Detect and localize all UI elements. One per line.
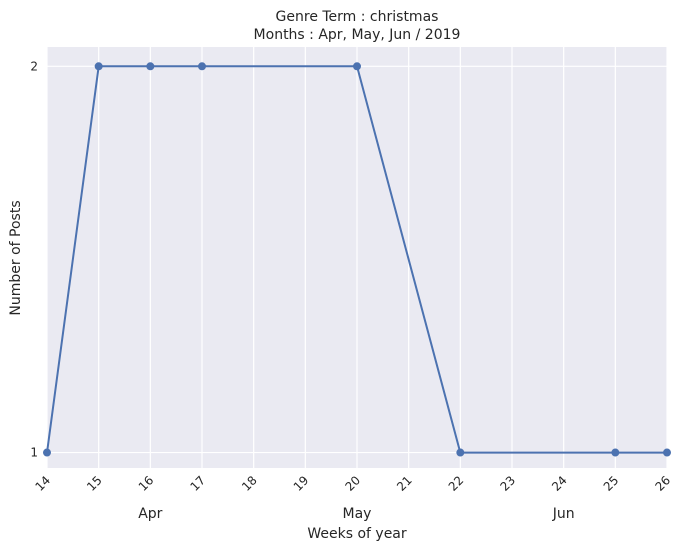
- month-label: Apr: [138, 506, 162, 522]
- x-tick-label: 15: [84, 473, 105, 494]
- y-tick-label: 2: [30, 59, 38, 73]
- x-tick-label: 19: [291, 473, 312, 494]
- month-labels: Apr May Jun: [138, 506, 574, 522]
- data-point: [663, 448, 671, 457]
- month-label: Jun: [552, 506, 575, 522]
- chart-title-line-2: Months : Apr, May, Jun / 2019: [254, 27, 461, 43]
- data-point: [198, 62, 206, 71]
- x-tick-label: 24: [549, 473, 570, 494]
- y-tick-labels: 12: [30, 59, 38, 459]
- data-point: [611, 448, 620, 457]
- chart-title-line-1: Genre Term : christmas: [276, 9, 439, 25]
- data-point: [43, 448, 51, 457]
- data-point: [456, 448, 465, 457]
- month-label: May: [343, 506, 372, 522]
- data-point: [146, 62, 155, 71]
- x-tick-label: 22: [446, 473, 467, 494]
- x-tick-label: 18: [239, 473, 260, 494]
- data-point: [94, 62, 103, 71]
- x-tick-label: 16: [136, 473, 157, 494]
- x-axis-label: Weeks of year: [307, 526, 407, 542]
- series-line: [46, 65, 667, 454]
- x-tick-label: 26: [652, 473, 673, 494]
- x-tick-label: 21: [394, 473, 415, 494]
- data-point: [353, 62, 361, 71]
- series-group: [43, 62, 671, 457]
- x-tick-label: 23: [497, 473, 518, 494]
- y-tick-label: 1: [30, 446, 38, 460]
- x-tick-label: 25: [601, 473, 622, 494]
- x-tick-label: 20: [342, 473, 363, 494]
- y-axis-label: Number of Posts: [8, 200, 24, 315]
- x-tick-label: 14: [32, 473, 53, 494]
- x-tick-label: 17: [187, 473, 208, 494]
- x-tick-labels: 14 15 16 17 18 19 20 21 22 23 24 25 26: [32, 473, 673, 494]
